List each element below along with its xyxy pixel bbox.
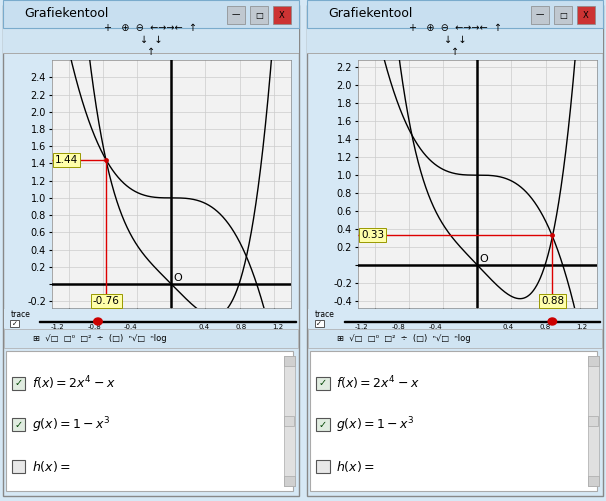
Text: —: — xyxy=(231,11,240,20)
Text: —: — xyxy=(536,11,544,20)
Text: ⊞  √□  □⁰  □²  ÷  (□)  ⁿ√□  ⁿlog: ⊞ √□ □⁰ □² ÷ (□) ⁿ√□ ⁿlog xyxy=(33,334,166,343)
Text: ✓: ✓ xyxy=(15,420,23,430)
Text: ✓: ✓ xyxy=(319,420,327,430)
Text: 1.44: 1.44 xyxy=(55,155,78,165)
Text: 0.4: 0.4 xyxy=(199,324,210,330)
Text: Grafiekentool: Grafiekentool xyxy=(328,8,413,20)
Text: -0.4: -0.4 xyxy=(124,324,138,330)
Text: X: X xyxy=(279,11,285,20)
Text: $f(x) = 2x^4 - x$: $f(x) = 2x^4 - x$ xyxy=(32,374,116,392)
Text: +   ⊕  ⊖  ←→→←  ↑
↓  ↓
↑: + ⊕ ⊖ ←→→← ↑ ↓ ↓ ↑ xyxy=(408,24,502,57)
Text: $f(x) = 2x^4 - x$: $f(x) = 2x^4 - x$ xyxy=(336,374,420,392)
Text: -0.76: -0.76 xyxy=(93,296,119,306)
Text: 0.33: 0.33 xyxy=(361,230,384,240)
Text: trace: trace xyxy=(10,310,30,319)
Text: $h(x) = $: $h(x) = $ xyxy=(32,459,71,474)
Text: □: □ xyxy=(255,11,262,20)
Text: -1.2: -1.2 xyxy=(51,324,64,330)
Text: -1.2: -1.2 xyxy=(355,324,368,330)
Text: X: X xyxy=(583,11,589,20)
Text: $h(x) = $: $h(x) = $ xyxy=(336,459,375,474)
Text: +   ⊕  ⊖  ←→→←  ↑
↓  ↓
↑: + ⊕ ⊖ ←→→← ↑ ↓ ↓ ↑ xyxy=(104,24,198,57)
Text: ✓: ✓ xyxy=(319,378,327,388)
Text: -0.4: -0.4 xyxy=(428,324,442,330)
Text: trace: trace xyxy=(315,310,335,319)
Text: □: □ xyxy=(559,11,567,20)
Text: 0.88: 0.88 xyxy=(541,296,564,306)
Text: 0.8: 0.8 xyxy=(235,324,247,330)
Text: 1.2: 1.2 xyxy=(272,324,283,330)
Text: ✓: ✓ xyxy=(15,378,23,388)
Text: 1.2: 1.2 xyxy=(576,324,587,330)
Text: -0.8: -0.8 xyxy=(87,324,101,330)
Text: ✓: ✓ xyxy=(12,321,18,327)
Text: -0.8: -0.8 xyxy=(391,324,405,330)
Text: O: O xyxy=(173,273,182,283)
Text: Grafiekentool: Grafiekentool xyxy=(24,8,108,20)
Text: O: O xyxy=(479,254,488,264)
Text: 0.8: 0.8 xyxy=(539,324,551,330)
Text: ⊞  √□  □⁰  □²  ÷  (□)  ⁿ√□  ⁿlog: ⊞ √□ □⁰ □² ÷ (□) ⁿ√□ ⁿlog xyxy=(337,334,470,343)
Text: $g(x) = 1 - x^3$: $g(x) = 1 - x^3$ xyxy=(336,415,415,435)
Text: $g(x) = 1 - x^3$: $g(x) = 1 - x^3$ xyxy=(32,415,111,435)
Text: ✓: ✓ xyxy=(316,321,322,327)
Text: 0.4: 0.4 xyxy=(503,324,514,330)
